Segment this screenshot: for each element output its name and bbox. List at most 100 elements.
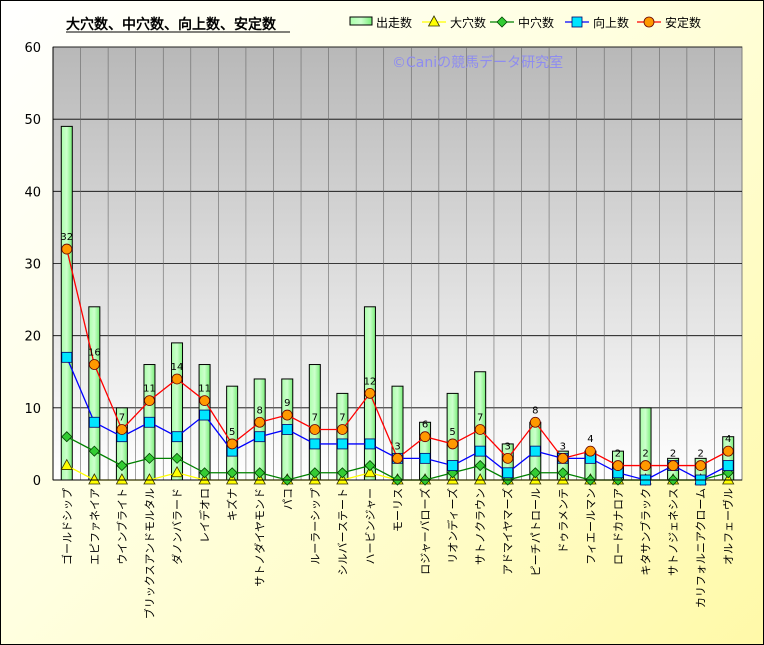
point-安定数 xyxy=(474,424,486,435)
point-向上数 xyxy=(144,416,155,428)
point-安定数 xyxy=(557,452,569,464)
x-tick-label: ウインブライト xyxy=(115,488,129,565)
point-安定数 xyxy=(226,438,238,450)
data-label: 7 xyxy=(119,412,125,423)
x-tick-label: リオンディーズ xyxy=(446,488,460,564)
data-label: 2 xyxy=(670,449,676,460)
legend-marker-大穴数 xyxy=(427,15,441,27)
point-中穴数 xyxy=(336,467,348,479)
x-tick-label: アドマイヤマーズ xyxy=(501,488,515,575)
point-向上数 xyxy=(447,460,459,471)
point-安定数 xyxy=(116,424,128,435)
point-大穴数 xyxy=(556,473,570,485)
chart-title: 大穴数、中穴数、向上数、安定数 xyxy=(66,16,277,33)
point-安定数 xyxy=(640,460,651,471)
x-tick-label: パコ xyxy=(281,488,294,510)
point-大穴数 xyxy=(446,473,459,485)
data-label: 16 xyxy=(88,348,101,359)
point-中穴数 xyxy=(364,460,376,472)
point-中穴数 xyxy=(474,460,486,472)
point-中穴数 xyxy=(529,467,541,479)
x-tick-label: サトノダイヤモンド xyxy=(253,488,267,587)
point-向上数 xyxy=(254,431,266,443)
x-tick-label: モーリス xyxy=(392,488,405,532)
point-安定数 xyxy=(447,438,459,450)
legend-label: 安定数 xyxy=(665,15,701,30)
point-安定数 xyxy=(667,460,679,471)
legend-label: 中穴数 xyxy=(518,15,554,30)
point-大穴数 xyxy=(363,465,377,478)
x-tick-label: ドゥラメンテ xyxy=(557,488,570,554)
x-tick-label: サトノジェネシス xyxy=(667,488,680,576)
point-安定数 xyxy=(502,452,514,464)
data-label: 2 xyxy=(697,449,703,460)
point-大穴数 xyxy=(60,458,73,470)
point-大穴数 xyxy=(88,473,101,485)
bar-出走数 xyxy=(391,385,404,481)
y-tick-label: 20 xyxy=(24,330,41,345)
point-向上数 xyxy=(722,460,734,471)
x-tick-label: オルフェーヴル xyxy=(721,488,735,565)
data-label: 5 xyxy=(449,427,455,438)
watermark: ©Caniの競馬データ研究室 xyxy=(392,54,563,71)
x-tick-label: ダノンバラード xyxy=(170,488,184,565)
point-安定数 xyxy=(144,395,155,407)
x-tick-label: ピーチパトロール xyxy=(529,488,542,576)
point-安定数 xyxy=(529,416,541,428)
point-中穴数 xyxy=(309,467,321,479)
point-安定数 xyxy=(61,243,73,255)
legend-marker-向上数 xyxy=(571,16,583,28)
point-中穴数 xyxy=(61,431,73,443)
data-label: 7 xyxy=(477,412,483,423)
legend-label: 大穴数 xyxy=(450,15,486,30)
data-label: 9 xyxy=(284,398,290,409)
data-label: 8 xyxy=(257,405,263,416)
x-tick-label: エピファネイア xyxy=(88,488,101,565)
legend-marker-安定数 xyxy=(643,16,655,28)
data-label: 32 xyxy=(60,232,73,243)
y-tick-label: 0 xyxy=(33,474,41,489)
data-label: 8 xyxy=(532,405,538,416)
x-tick-label: ロードカナロア xyxy=(612,488,625,565)
point-大穴数 xyxy=(225,473,239,485)
data-label: 3 xyxy=(394,441,400,452)
point-大穴数 xyxy=(336,473,349,485)
point-安定数 xyxy=(722,445,734,457)
point-安定数 xyxy=(585,445,596,457)
bar-出走数 xyxy=(419,421,432,481)
x-tick-label: キズナ xyxy=(225,488,239,521)
point-向上数 xyxy=(529,445,541,457)
point-大穴数 xyxy=(308,473,321,485)
y-tick-label: 60 xyxy=(24,41,41,56)
point-向上数 xyxy=(61,351,73,363)
point-向上数 xyxy=(199,409,210,421)
point-大穴数 xyxy=(253,473,266,485)
x-tick-label: シルバーステート xyxy=(336,488,349,575)
data-label: 14 xyxy=(171,362,184,373)
point-安定数 xyxy=(392,452,403,464)
point-中穴数 xyxy=(226,467,238,479)
point-安定数 xyxy=(336,424,348,435)
y-tick-label: 50 xyxy=(24,113,41,128)
point-安定数 xyxy=(309,424,321,435)
data-label: 11 xyxy=(198,384,211,395)
point-大穴数 xyxy=(170,465,184,478)
point-中穴数 xyxy=(88,445,100,457)
point-中穴数 xyxy=(143,452,156,464)
point-大穴数 xyxy=(115,473,129,485)
x-tick-label: レイデオロ xyxy=(198,488,212,543)
point-大穴数 xyxy=(722,473,735,485)
point-大穴数 xyxy=(474,473,487,485)
point-中穴数 xyxy=(557,467,569,479)
data-label: 2 xyxy=(615,449,621,460)
legend-label: 出走数 xyxy=(376,15,412,30)
x-tick-label: サトノクラウン xyxy=(474,488,487,565)
data-label: 7 xyxy=(312,412,318,423)
point-安定数 xyxy=(612,460,624,471)
x-tick-label: ルーラーシップ xyxy=(309,488,322,565)
x-tick-label: フィエールマン xyxy=(584,488,597,565)
data-label: 2 xyxy=(642,449,648,460)
x-tick-label: ゴールドシップ xyxy=(60,488,74,565)
point-中穴数 xyxy=(199,467,211,479)
